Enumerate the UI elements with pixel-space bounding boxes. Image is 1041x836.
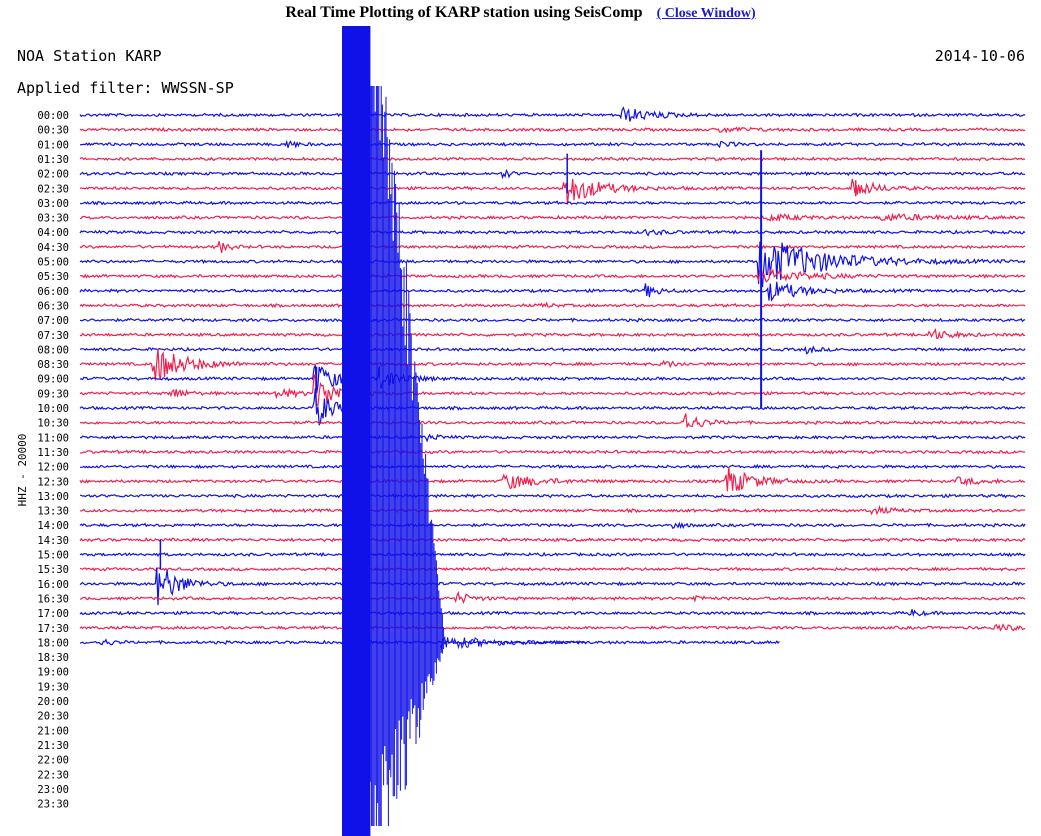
time-label: 23:00	[37, 784, 69, 796]
trace-line	[79, 345, 1026, 355]
time-label: 01:30	[37, 154, 69, 166]
time-label: 11:00	[37, 432, 69, 444]
trace-line	[79, 241, 1026, 253]
page-header: Real Time Plotting of KARP station using…	[0, 0, 1041, 26]
trace-line	[79, 537, 1026, 543]
time-label: 16:30	[37, 593, 69, 605]
trace-line	[79, 126, 1026, 134]
station-label: NOA Station KARP	[17, 47, 162, 65]
time-label: 02:00	[37, 169, 69, 181]
trace-line	[79, 567, 1026, 606]
time-label: 04:30	[37, 242, 69, 254]
time-label: 01:00	[37, 139, 69, 151]
time-label: 08:00	[37, 344, 69, 356]
trace-line	[79, 374, 1026, 407]
time-label: 18:00	[37, 637, 69, 649]
trace-line	[79, 590, 1026, 605]
time-label: 15:30	[37, 564, 69, 576]
time-label: 18:30	[37, 652, 69, 664]
time-label: 07:30	[37, 330, 69, 342]
trace-line	[79, 413, 1026, 428]
trace-line	[79, 609, 1026, 618]
trace-line	[79, 317, 1026, 323]
time-label: 07:00	[37, 315, 69, 327]
time-label: 06:00	[37, 286, 69, 298]
time-label: 23:30	[37, 799, 69, 811]
overlays	[159, 26, 857, 836]
time-label: 19:30	[37, 681, 69, 693]
time-label: 16:00	[37, 579, 69, 591]
time-label: 12:00	[37, 462, 69, 474]
time-label: 10:30	[37, 418, 69, 430]
time-label: 00:30	[37, 125, 69, 137]
time-label: 15:00	[37, 550, 69, 562]
time-label: 13:30	[37, 506, 69, 518]
trace-line	[79, 281, 1026, 302]
trace-line	[79, 566, 1026, 572]
time-label: 05:00	[37, 257, 69, 269]
time-label: 12:30	[37, 476, 69, 488]
trace-line	[79, 168, 1026, 180]
page-title: Real Time Plotting of KARP station using…	[285, 4, 643, 21]
time-label: 02:30	[37, 183, 69, 195]
trace-line	[79, 139, 1026, 149]
time-label: 03:00	[37, 198, 69, 210]
time-label: 08:30	[37, 359, 69, 371]
trace-line	[79, 228, 1026, 237]
trace-line	[79, 365, 1026, 394]
trace-line	[79, 551, 1026, 558]
y-axis-label: HHZ - 20000	[16, 434, 29, 507]
time-labels: 00:00 00:30 01:00 01:30 02:00 02:30 03:00 03:30…	[37, 110, 69, 811]
time-label: 09:30	[37, 388, 69, 400]
trace-line	[79, 106, 1026, 122]
trace-line	[79, 449, 1026, 455]
event-tail	[439, 637, 590, 650]
trace-line	[79, 521, 1026, 530]
date-label: 2014-10-06	[935, 47, 1025, 65]
time-label: 11:30	[37, 447, 69, 459]
helicorder-canvas: NOA Station KARP 2014-10-06 Applied filt…	[16, 26, 1026, 836]
time-label: 14:30	[37, 535, 69, 547]
time-label: 09:00	[37, 374, 69, 386]
trace-line	[80, 178, 1026, 205]
event-coda	[369, 86, 446, 826]
trace-line	[80, 200, 1026, 206]
trace-line	[79, 266, 1026, 283]
time-label: 21:30	[37, 740, 69, 752]
trace-line	[79, 623, 1026, 632]
trace-line	[79, 156, 1026, 162]
trace-line	[79, 433, 1026, 443]
trace-line	[79, 388, 1026, 426]
time-label: 20:30	[37, 711, 69, 723]
time-label: 20:00	[37, 696, 69, 708]
time-label: 17:00	[37, 608, 69, 620]
trace-line	[79, 466, 1026, 492]
trace-line	[79, 493, 1026, 499]
trace-line	[79, 301, 1026, 309]
trace-line	[79, 348, 1026, 381]
time-label: 03:30	[37, 213, 69, 225]
saturated-event-band	[342, 26, 371, 836]
close-window-link[interactable]: ( Close Window)	[656, 6, 756, 21]
trace-line	[79, 504, 1026, 516]
time-label: 06:30	[37, 300, 69, 312]
filter-label: Applied filter: WWSSN-SP	[17, 79, 234, 97]
time-label: 05:30	[37, 271, 69, 283]
time-label: 13:00	[37, 491, 69, 503]
traces	[79, 106, 1026, 646]
time-label: 22:00	[37, 755, 69, 767]
time-label: 00:00	[37, 110, 69, 122]
time-label: 14:00	[37, 520, 69, 532]
time-label: 17:30	[37, 623, 69, 635]
time-label: 10:00	[37, 403, 69, 415]
trace-line	[79, 241, 1026, 288]
seismogram-plot: NOA Station KARP 2014-10-06 Applied filt…	[0, 26, 1041, 836]
time-label: 22:30	[37, 769, 69, 781]
trace-line	[79, 212, 1026, 223]
time-label: 21:00	[37, 725, 69, 737]
time-label: 19:00	[37, 667, 69, 679]
trace-line	[79, 463, 1026, 470]
trace-line	[79, 328, 1026, 339]
time-label: 04:00	[37, 227, 69, 239]
